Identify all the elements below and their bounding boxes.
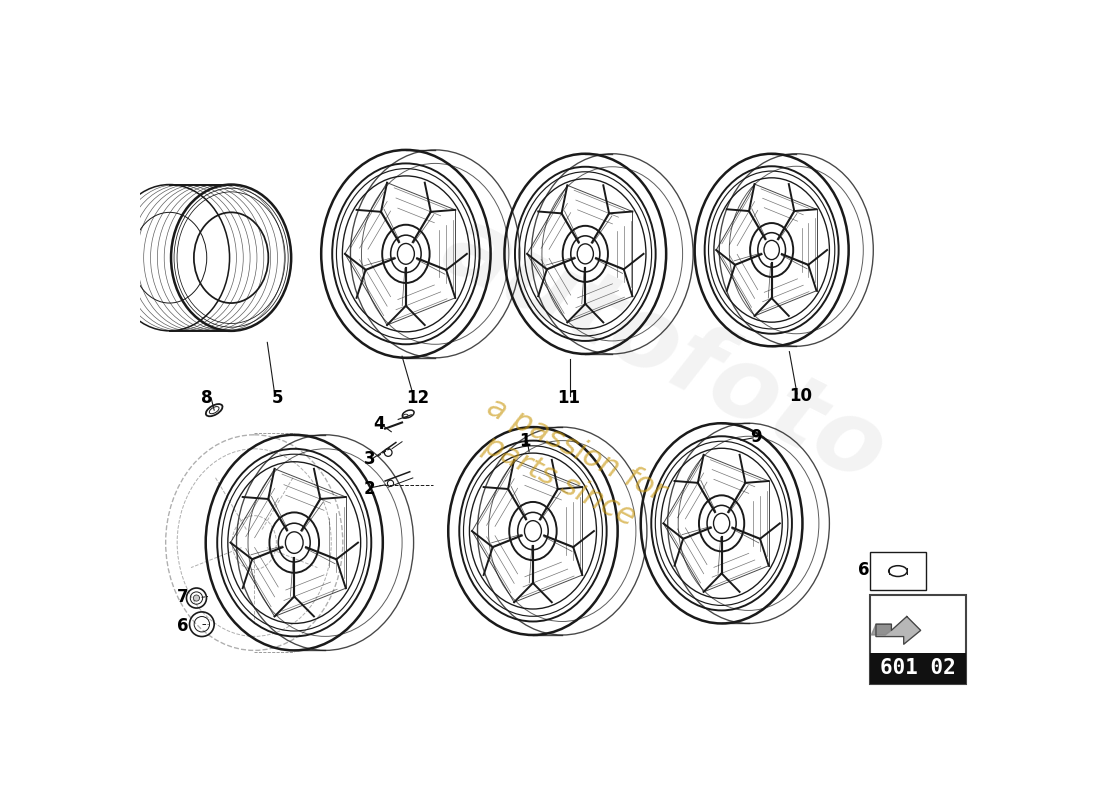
Text: 2: 2 [364, 480, 375, 498]
Text: 3: 3 [364, 450, 375, 469]
Text: 10: 10 [790, 387, 813, 406]
Text: 601 02: 601 02 [880, 658, 956, 678]
Text: 5: 5 [272, 389, 283, 407]
Text: autofoto: autofoto [426, 197, 902, 503]
Bar [870, 653, 967, 683]
Text: 9: 9 [750, 428, 762, 446]
Bar [870, 595, 967, 683]
Text: 1: 1 [519, 432, 531, 450]
Polygon shape [876, 617, 921, 644]
Text: 6: 6 [858, 562, 870, 579]
Text: a passion for
parts since: a passion for parts since [465, 392, 670, 539]
Text: 7: 7 [177, 587, 188, 606]
Text: 12: 12 [406, 389, 429, 407]
Text: 6: 6 [177, 617, 188, 634]
Text: 8: 8 [201, 389, 213, 407]
Circle shape [194, 595, 199, 601]
Text: 11: 11 [557, 389, 580, 407]
Polygon shape [871, 624, 891, 635]
Text: 4: 4 [373, 415, 385, 433]
Bar [870, 552, 926, 590]
